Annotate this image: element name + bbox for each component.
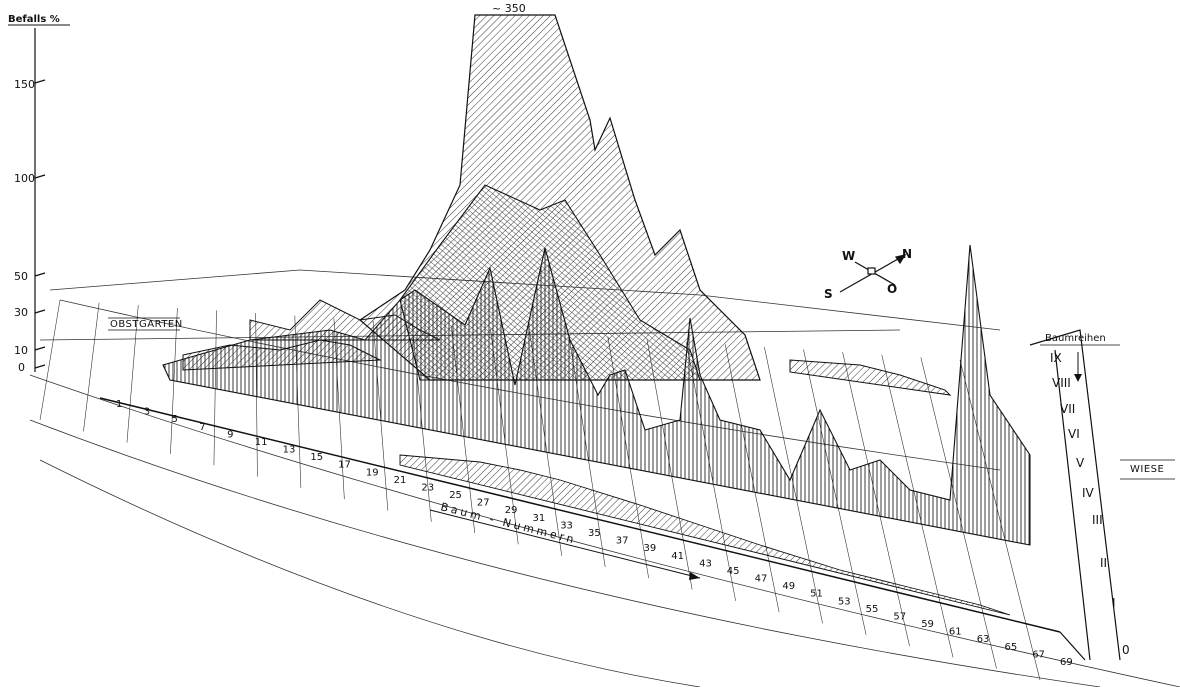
- x-tick-label: 63: [977, 634, 990, 645]
- x-tick-label: 25: [449, 490, 462, 501]
- data-surfaces: [162, 14, 1031, 616]
- series-ix-surface: [182, 339, 382, 371]
- y-tick-label: 50: [14, 270, 28, 283]
- row-tick-label: II: [1100, 556, 1107, 570]
- x-tick-label: 17: [338, 460, 351, 471]
- y-tick-labels: 150 100 50 30 10 0: [14, 78, 35, 374]
- row-tick-label: VI: [1068, 427, 1080, 441]
- series-v-surface: [162, 244, 1031, 546]
- x-tick-label: 9: [227, 429, 233, 440]
- x-tick-label: 19: [366, 467, 379, 478]
- compass-w: W: [842, 249, 855, 263]
- x-tick-label: 29: [505, 505, 518, 516]
- x-tick-label: 37: [616, 536, 629, 547]
- x-tick-label: 27: [477, 498, 490, 509]
- x-tick-label: 31: [533, 513, 546, 524]
- compass-n: N: [902, 247, 912, 261]
- row-tick-labels: 0 I II III IV V VI VII VIII IX: [1050, 351, 1130, 657]
- x-tick-label: 65: [1005, 642, 1018, 653]
- y-tick-label: 30: [14, 306, 28, 319]
- y-axis: [34, 28, 46, 372]
- x-axis-line: [99, 397, 1061, 633]
- rows-axis-arrowhead: [1074, 374, 1082, 382]
- x-tick-label: 13: [283, 445, 296, 456]
- x-tick-label: 33: [560, 520, 573, 531]
- x-tick-label: 45: [727, 566, 740, 577]
- y-tick-label: 100: [14, 172, 35, 185]
- row-tick-label: I: [1112, 596, 1116, 610]
- x-tick-label: 21: [394, 475, 407, 486]
- x-tick-label: 11: [255, 437, 268, 448]
- x-tick-label: 59: [921, 619, 934, 630]
- row-tick-label: VII: [1060, 402, 1075, 416]
- row-tick-label: IV: [1082, 486, 1095, 500]
- x-tick-label: 39: [644, 543, 657, 554]
- x-tick-label: 55: [866, 604, 879, 615]
- x-tick-label: 47: [755, 574, 768, 585]
- grid-ray: [126, 305, 139, 443]
- x-tick-label: 69: [1060, 657, 1073, 668]
- compass-o: O: [887, 282, 897, 296]
- compass-s: S: [824, 287, 833, 301]
- x-tick-label: 41: [671, 551, 684, 562]
- compass: [839, 254, 907, 293]
- x-tick-label: 49: [782, 581, 795, 592]
- row-tick-label: VIII: [1052, 376, 1071, 390]
- row-tick-label: IX: [1050, 351, 1062, 365]
- series-right-band: [789, 359, 952, 396]
- x-tick-label: 67: [1032, 649, 1045, 660]
- x-tick-label: 3: [144, 407, 150, 418]
- x-tick-label: 1: [116, 399, 122, 410]
- y-tick-label: 150: [14, 78, 35, 91]
- x-tick-label: 53: [838, 596, 851, 607]
- grid-ray: [83, 302, 100, 432]
- x-tick-label: 61: [949, 627, 962, 638]
- grid-ray: [39, 299, 61, 421]
- y-axis-title: Befalls %: [8, 14, 60, 25]
- x-axis-arrowhead: [689, 572, 700, 580]
- rows-axis-title: Baumreihen: [1045, 333, 1106, 344]
- x-tick-label: 5: [172, 414, 178, 425]
- row-tick-label: 0: [1122, 643, 1130, 657]
- series-front-band: [399, 454, 1011, 616]
- area-label-right: WIESE: [1130, 464, 1164, 475]
- area-label-left: OBSTGARTEN: [110, 319, 183, 330]
- x-axis-arrow: [429, 509, 701, 579]
- y-tick-label: 10: [14, 344, 28, 357]
- x-tick-label: 15: [310, 452, 323, 463]
- x-tick-label: 35: [588, 528, 601, 539]
- row-tick-label: V: [1076, 456, 1085, 470]
- x-tick-labels: 1357911131517192123252729313335373941434…: [116, 399, 1073, 668]
- x-tick-label: 7: [199, 422, 205, 433]
- series-viii-surface: [249, 299, 441, 341]
- row-tick-label: III: [1092, 513, 1103, 527]
- y-tick-label: 0: [18, 361, 25, 374]
- x-tick-label: 51: [810, 589, 823, 600]
- row-axis: [1029, 329, 1121, 661]
- x-tick-label: 57: [893, 612, 906, 623]
- peak-label: ~ 350: [492, 2, 526, 15]
- x-tick-label: 23: [421, 483, 434, 494]
- x-tick-label: 43: [699, 558, 712, 569]
